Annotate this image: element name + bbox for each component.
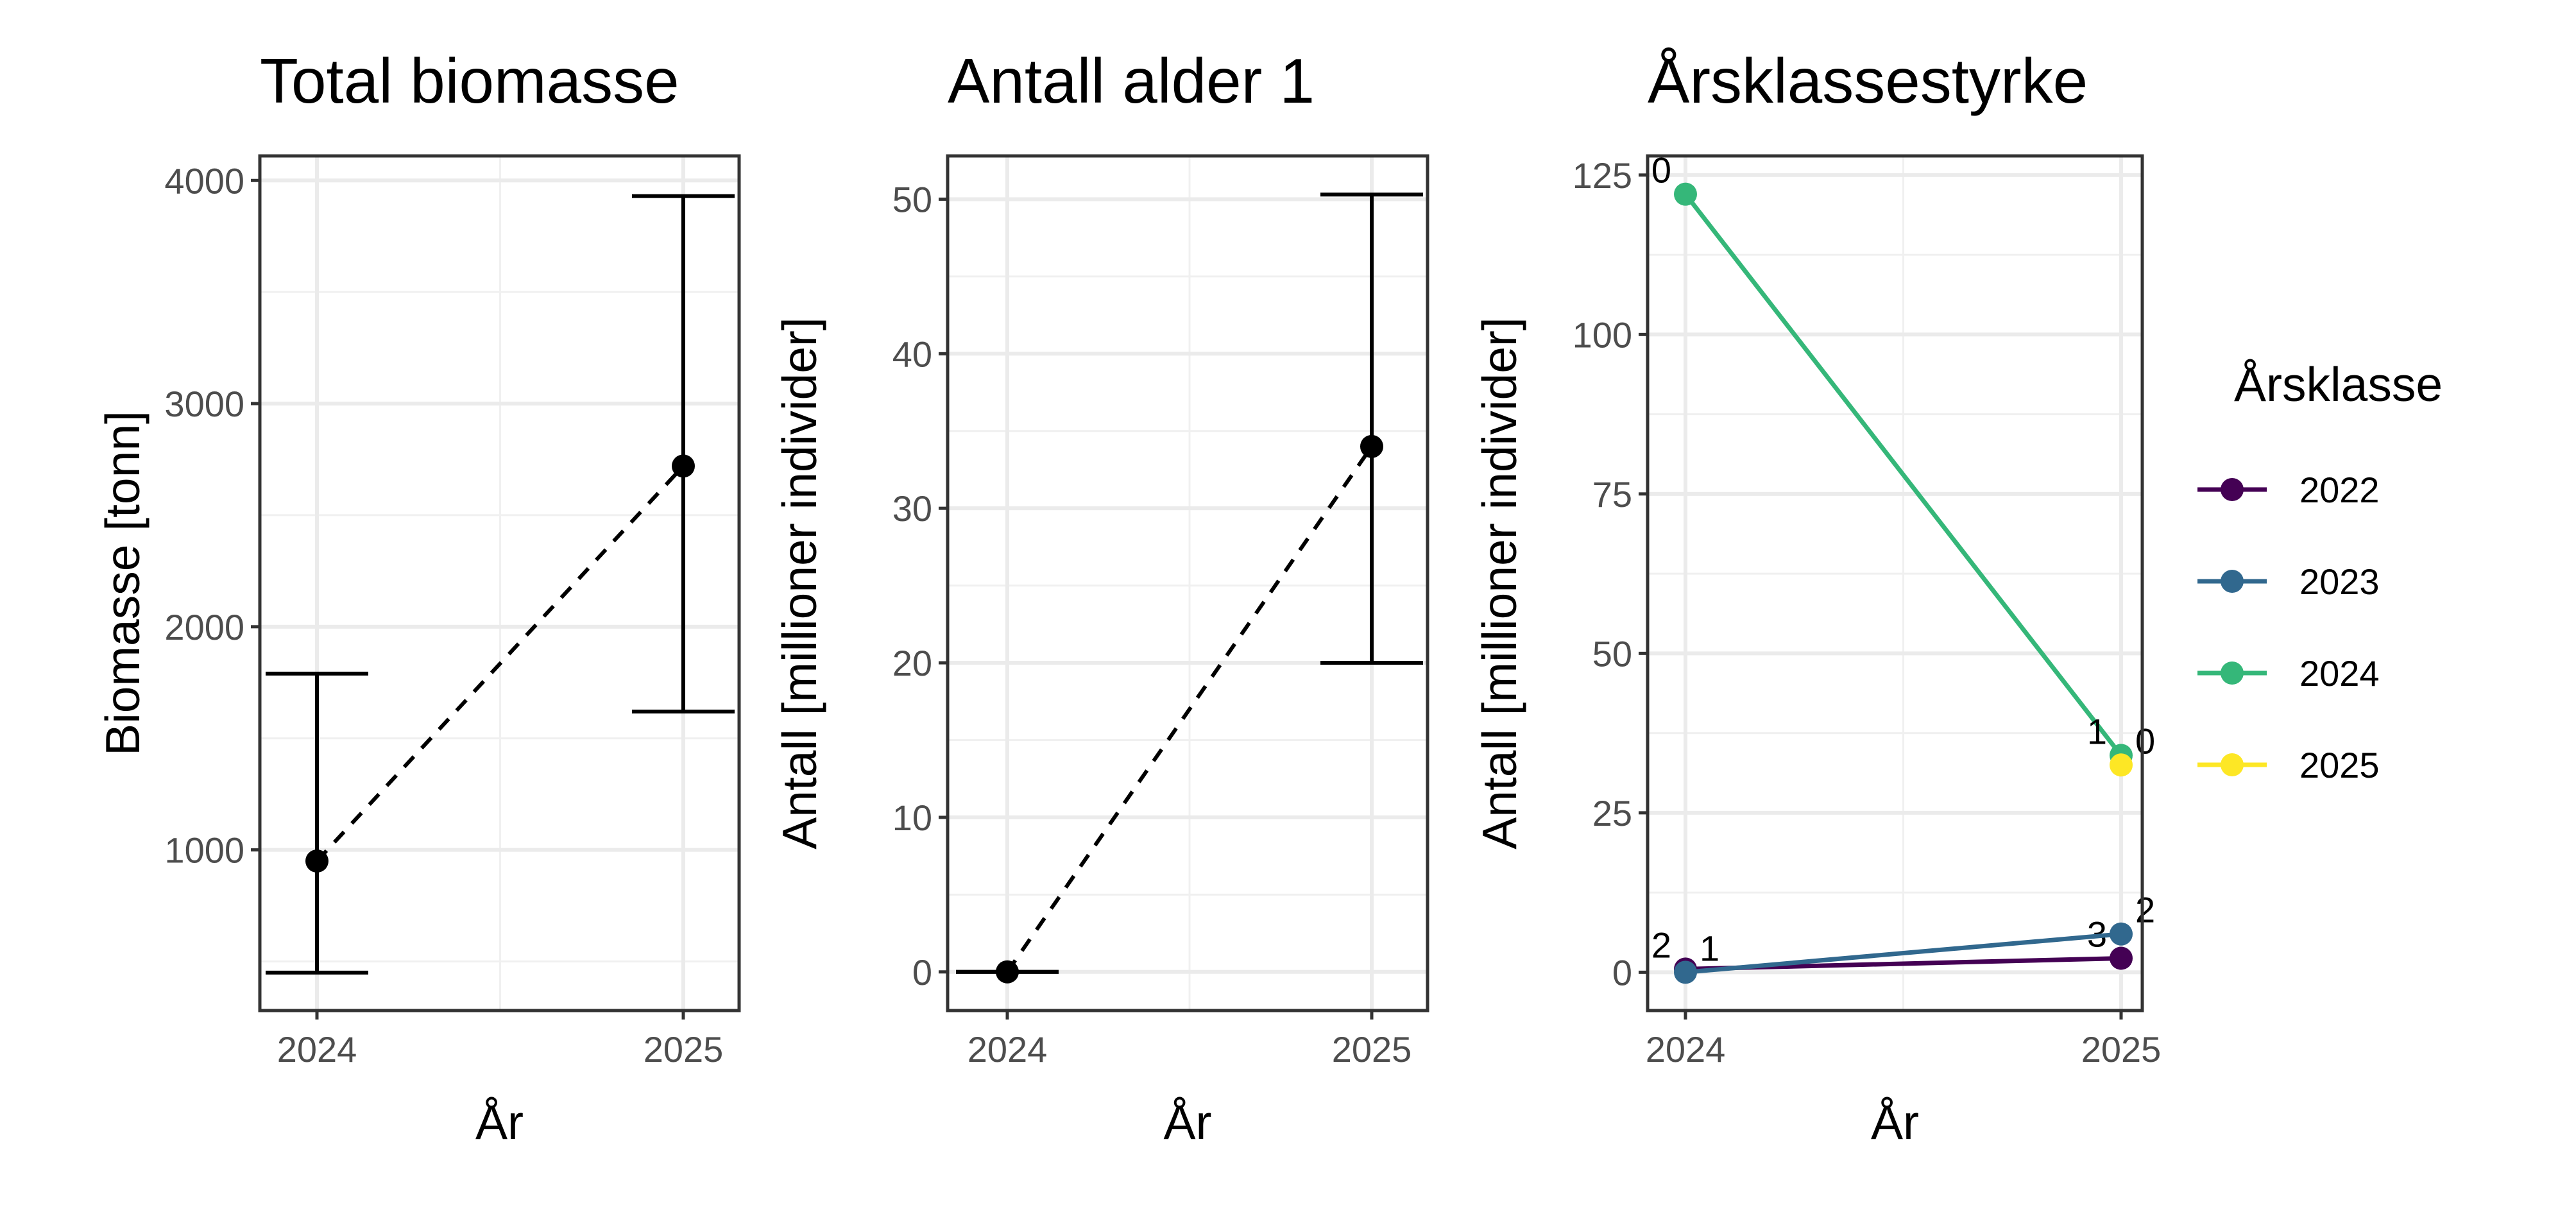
- y-tick-label: 2000: [164, 607, 244, 647]
- y-tick-label: 50: [1592, 633, 1632, 674]
- legend-label: 2023: [2299, 561, 2380, 602]
- y-tick-label: 30: [892, 488, 932, 529]
- data-point: [2110, 753, 2133, 777]
- y-tick-label: 125: [1573, 155, 1632, 196]
- legend-label: 2024: [2299, 653, 2380, 694]
- x-tick-label: 2024: [277, 1029, 357, 1070]
- data-point: [672, 454, 695, 478]
- legend-key-point: [2221, 570, 2244, 593]
- panel-border: [946, 154, 1429, 1012]
- x-tick-label: 2025: [2081, 1029, 2162, 1070]
- y-tick-label: 75: [1592, 474, 1632, 515]
- y-tick-label: 40: [892, 334, 932, 374]
- legend: Årsklasse 2022 2023 2024 2025: [2197, 357, 2443, 785]
- legend-key-point: [2221, 478, 2244, 501]
- series-2024: 01: [1651, 150, 2133, 767]
- y-tick-label: 10: [892, 798, 932, 838]
- panel-border: [258, 154, 741, 1012]
- data-point: [1674, 182, 1697, 206]
- panel-title: Antall alder 1: [948, 46, 1315, 116]
- data-point: [2110, 922, 2133, 946]
- panel-1: 1000 2000 3000 4000 2024 2025 Total biomasse År…: [96, 46, 741, 1149]
- y-tick-label: 3000: [164, 384, 244, 424]
- x-tick-label: 2025: [644, 1029, 724, 1070]
- data-point: [1674, 960, 1697, 984]
- series-line: [1685, 932, 2122, 975]
- y-tick-label: 50: [892, 179, 932, 219]
- legend-label: 2025: [2299, 745, 2380, 785]
- x-tick-label: 2024: [968, 1029, 1048, 1070]
- point-label: 2: [1651, 925, 1671, 965]
- x-axis-title: År: [475, 1095, 524, 1149]
- legend-label: 2022: [2299, 470, 2380, 510]
- y-tick-label: 25: [1592, 793, 1632, 833]
- point-label: 1: [2087, 711, 2107, 751]
- x-axis-title: År: [1164, 1095, 1212, 1149]
- data-point: [996, 960, 1019, 984]
- panel-title: Årsklassestyrke: [1648, 46, 2088, 116]
- dashed-connector: [315, 465, 685, 863]
- y-tick-label: 4000: [164, 160, 244, 201]
- point-label: 0: [2135, 721, 2155, 761]
- y-axis-title: Antall [millioner individer]: [772, 317, 826, 849]
- legend-title: Årsklasse: [2234, 357, 2443, 411]
- y-tick-label: 0: [1612, 952, 1632, 993]
- series-2025: 0: [2110, 721, 2155, 777]
- x-axis-title: År: [1871, 1095, 1919, 1149]
- y-axis-title: Antall [millioner individer]: [1472, 317, 1526, 849]
- y-tick-label: 1000: [164, 830, 244, 871]
- dashed-connector: [1005, 445, 1374, 973]
- legend-key-point: [2221, 661, 2244, 685]
- x-tick-label: 2024: [1646, 1029, 1726, 1070]
- series-2023: 12: [1674, 890, 2155, 984]
- data-point: [305, 849, 328, 873]
- panel-2: 0 10 20 30 40 50 2024 2025 Antall alder 1 År Antal…: [772, 46, 1429, 1149]
- y-tick-label: 100: [1573, 314, 1632, 355]
- point-label: 1: [1700, 928, 1719, 968]
- panel-title: Total biomasse: [260, 46, 679, 116]
- data-point: [2110, 946, 2133, 970]
- point-label: 2: [2135, 890, 2155, 930]
- legend-key-point: [2221, 753, 2244, 776]
- y-axis-title: Biomasse [tonn]: [96, 411, 149, 756]
- data-point: [1360, 434, 1383, 458]
- series-line: [1684, 192, 2123, 757]
- panel-border: [1646, 154, 2144, 1012]
- y-tick-label: 0: [912, 952, 932, 993]
- y-tick-label: 20: [892, 643, 932, 683]
- x-tick-label: 2025: [1332, 1029, 1412, 1070]
